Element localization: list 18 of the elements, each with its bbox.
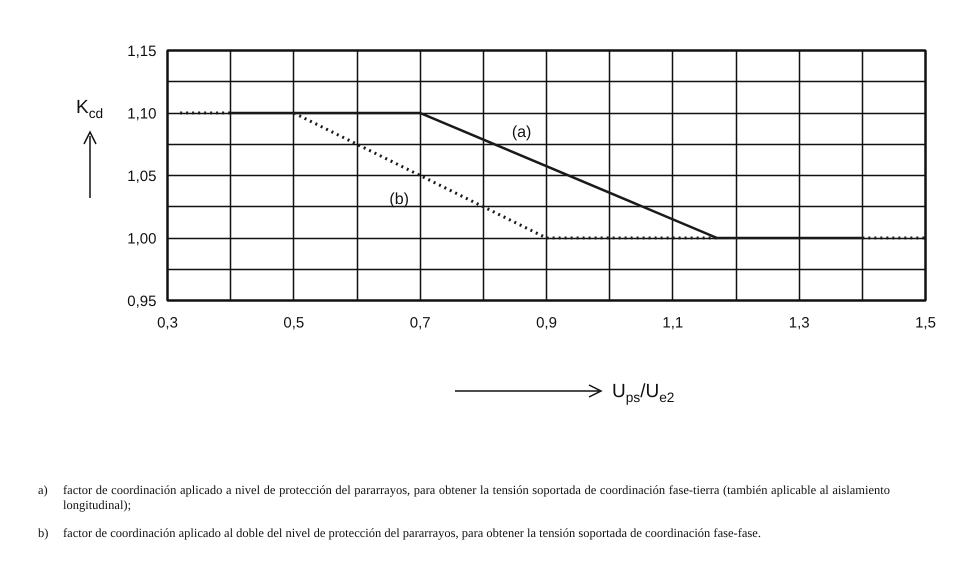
x-tick-label: 0,3: [157, 314, 178, 332]
y-tick-label: 1,15: [127, 43, 157, 60]
series-label: (a): [512, 124, 532, 141]
y-tick-label: 1,05: [127, 168, 157, 185]
x-tick-label: 0,7: [410, 314, 431, 332]
series-label: (b): [389, 191, 409, 208]
y-tick-label: 1,00: [127, 230, 157, 248]
text: b) factor de coordinación aplicado al doble del nivel de protección del pararrayos, para obtener la tensión soportada de coordinación fase-fase.: [38, 526, 762, 541]
x-tick-label: 1,5: [915, 314, 936, 332]
x-tick-label: 0,5: [283, 314, 304, 332]
y-axis-title: K$_{cd}$: [76, 96, 104, 123]
x-tick-label: 1,3: [788, 314, 810, 332]
x-tick-label: 0,9: [536, 314, 557, 332]
y-tick-label: 1,10: [127, 106, 157, 122]
text: a) factor de coordinación aplicado a nivel de protección del pararrayos, para obtener la tensión soportada de coordinación fase-tierra (también aplicable al aislamiento longitudinal);: [38, 483, 890, 512]
x-tick-label: 1,1: [662, 314, 684, 332]
x-axis-title: U$_{ps}$/U$_{e2}$: [612, 380, 674, 407]
y-tick-label: 0,95: [127, 293, 157, 310]
